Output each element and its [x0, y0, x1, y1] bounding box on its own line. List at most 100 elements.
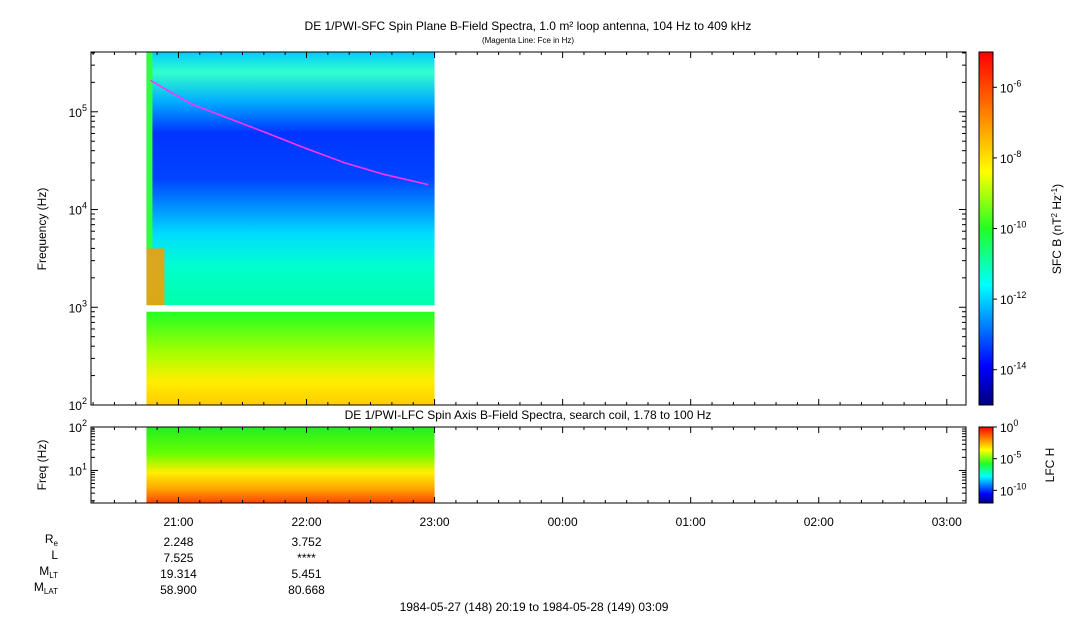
sfc-colorbar-tick-label-2-base: 10 — [1000, 223, 1014, 237]
sfc-plot-frame — [90, 51, 967, 406]
sfc-colorbar-label-end: ) — [1050, 184, 1064, 188]
lfc-y-tick-label-1-base: 10 — [69, 421, 83, 435]
bottom-panel-title: DE 1/PWI-LFC Spin Axis B-Field Spectra, … — [345, 408, 712, 422]
sfc-colorbar-label: SFC B (nT2 Hz-1) — [1050, 184, 1065, 274]
lfc-y-tick-label-1-exp: 2 — [82, 418, 87, 428]
time-tick-label-4: 01:00 — [676, 515, 706, 529]
sfc-y-tick-label-2-base: 10 — [69, 204, 83, 218]
ephemeris-value-2-0: 19.314 — [160, 567, 197, 581]
ephemeris-label-sub-0: e — [54, 539, 59, 548]
time-tick-label-2: 23:00 — [420, 515, 450, 529]
top-panel-subtitle: (Magenta Line: Fce in Hz) — [482, 36, 574, 45]
sfc-colorbar-tick-label-0: 10-6 — [1000, 78, 1021, 95]
sfc-colorbar-tick-label-3-base: 10 — [1000, 293, 1014, 307]
ephemeris-value-3-1: 80.668 — [288, 583, 325, 597]
ephemeris-label-sub-2: LT — [49, 571, 58, 580]
sfc-y-tick-label-2: 104 — [69, 201, 87, 218]
ephemeris-value-0-1: 3.752 — [292, 535, 322, 549]
sfc-colorbar-label-mid: Hz — [1050, 195, 1064, 213]
ephemeris-value-2-1: 5.451 — [292, 567, 322, 581]
sfc-colorbar-gradient — [978, 51, 994, 406]
sfc-colorbar-label-sup2: -1 — [1050, 187, 1059, 195]
time-tick-label-1: 22:00 — [292, 515, 322, 529]
sfc-y-tick-label-1-base: 10 — [69, 301, 83, 315]
time-tick-label-0: 21:00 — [163, 515, 193, 529]
lfc-y-tick-label-1: 102 — [69, 418, 87, 435]
ephemeris-value-1-1: **** — [297, 551, 316, 565]
sfc-colorbar-tick-label-4: 10-14 — [1000, 361, 1026, 378]
sfc-colorbar-tick-label-0-exp: -6 — [1013, 78, 1021, 88]
sfc-y-tick-label-0: 102 — [69, 396, 87, 413]
lfc-plot-frame — [90, 426, 967, 504]
ephemeris-label-main-1: L — [51, 548, 58, 562]
ephemeris-value-0-0: 2.248 — [163, 535, 193, 549]
sfc-colorbar-tick-label-1-base: 10 — [1000, 152, 1014, 166]
sfc-low-frequency-burst — [146, 248, 165, 306]
sfc-y-tick-label-1: 103 — [69, 298, 87, 315]
time-range: 1984-05-27 (148) 20:19 to 1984-05-28 (14… — [400, 600, 669, 614]
lfc-colorbar-tick-label-2: 10-10 — [1000, 481, 1026, 498]
lfc-colorbar-tick-label-1-exp: -5 — [1013, 450, 1021, 460]
ephemeris-label-main-0: R — [45, 532, 54, 546]
time-tick-label-6: 03:00 — [932, 515, 962, 529]
lfc-colorbar-tick-label-2-base: 10 — [1000, 484, 1014, 498]
lfc-y-tick-label-0-base: 10 — [69, 464, 83, 478]
lfc-y-tick-label-0-exp: 1 — [82, 461, 87, 471]
sfc-high-band — [146, 52, 435, 306]
sfc-y-tick-label-1-exp: 3 — [82, 298, 87, 308]
sfc-colorbar-tick-label-1-exp: -8 — [1013, 149, 1021, 159]
lfc-y-axis-label: Freq (Hz) — [35, 440, 49, 491]
ephemeris-label-main-2: M — [39, 564, 49, 578]
sfc-y-tick-label-3: 105 — [69, 103, 87, 120]
top-panel-title: DE 1/PWI-SFC Spin Plane B-Field Spectra,… — [305, 19, 752, 33]
sfc-colorbar-label-base: SFC B (nT — [1050, 217, 1064, 274]
sfc-colorbar-tick-label-3-exp: -12 — [1013, 290, 1026, 300]
time-tick-label-3: 00:00 — [548, 515, 578, 529]
sfc-colorbar-tick-label-4-base: 10 — [1000, 364, 1014, 378]
sfc-y-tick-label-3-exp: 5 — [82, 103, 87, 113]
lfc-colorbar-gradient — [978, 426, 994, 504]
sfc-colorbar-tick-label-3: 10-12 — [1000, 290, 1026, 307]
ephemeris-label-main-3: M — [34, 580, 44, 594]
sfc-y-tick-label-0-base: 10 — [69, 399, 83, 413]
ephemeris-label-3: MLAT — [34, 580, 58, 596]
ephemeris-value-1-0: 7.525 — [163, 551, 193, 565]
lfc-colorbar-label: LFC H — [1043, 448, 1057, 483]
sfc-colorbar-tick-label-4-exp: -14 — [1013, 361, 1026, 371]
sfc-colorbar-tick-label-2: 10-10 — [1000, 220, 1026, 237]
sfc-burst-onset — [146, 52, 153, 249]
sfc-y-tick-label-0-exp: 2 — [82, 396, 87, 406]
lfc-colorbar-tick-label-1: 10-5 — [1000, 450, 1021, 467]
ephemeris-label-sub-3: LAT — [44, 587, 58, 596]
sfc-colorbar-tick-label-0-base: 10 — [1000, 81, 1014, 95]
fce-line — [149, 79, 429, 186]
sfc-colorbar-tick-label-1: 10-8 — [1000, 149, 1021, 166]
sfc-spectrogram-image — [146, 52, 435, 405]
lfc-colorbar-tick-label-1-base: 10 — [1000, 453, 1014, 467]
ephemeris-label-0: Re — [45, 532, 59, 548]
sfc-y-tick-label-3-base: 10 — [69, 106, 83, 120]
lfc-colorbar-tick-label-0-base: 10 — [1000, 421, 1014, 435]
sfc-y-tick-label-2-exp: 4 — [82, 201, 87, 211]
ephemeris-label-1: L — [51, 548, 58, 562]
sfc-low-band — [146, 311, 435, 405]
lfc-y-tick-label-0: 101 — [69, 461, 87, 478]
time-axis-ticks: 21:00 22:00 23:00 00:00 01:00 02:00 03:00 — [92, 427, 962, 529]
lfc-colorbar-tick-label-0: 100 — [1000, 418, 1018, 435]
sfc-y-axis-label: Frequency (Hz) — [35, 188, 49, 271]
lfc-colorbar-tick-label-0-exp: 0 — [1013, 418, 1018, 428]
sfc-colorbar-label-sup1: 2 — [1050, 212, 1059, 217]
sfc-colorbar-tick-label-2-exp: -10 — [1013, 220, 1026, 230]
lfc-spectrogram-image — [146, 427, 435, 503]
